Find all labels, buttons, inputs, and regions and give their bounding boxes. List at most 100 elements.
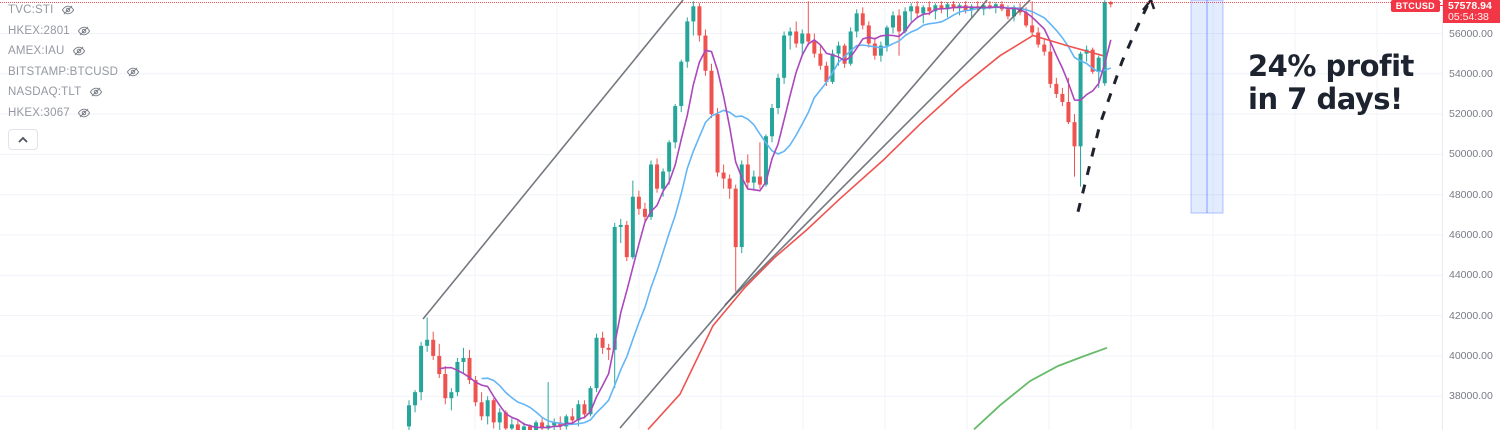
annotation-line2: in 7 days! [1248,82,1403,116]
candle-up [679,61,684,107]
candle-up [909,6,914,12]
candle-down [1108,2,1113,5]
watchlist-item[interactable]: AMEX:IAU [8,41,140,62]
candle-down [806,33,811,42]
watchlist-item[interactable]: NASDAQ:TLT [8,82,140,103]
dashed-arrow [1076,0,1152,213]
watchlist-symbol: TVC:STI [8,4,54,17]
candle-down [842,45,847,64]
candle-up [419,345,424,393]
candle-up [485,400,490,417]
eye-off-icon[interactable] [61,3,76,18]
candle-up [921,7,926,14]
current-price-line [0,2,1443,3]
candle-up [836,45,841,54]
candle-up [661,171,666,189]
watchlist-collapse-button[interactable] [8,129,38,150]
dashed-arrow-head [1142,0,1156,11]
last-price-value: 57578.94 [1448,0,1492,12]
candle-up [884,27,889,46]
candle-down [467,357,472,381]
price-tick-label: 48000.00 [1449,188,1493,201]
candle-down [606,347,611,350]
eye-off-icon[interactable] [72,44,87,59]
watchlist-item[interactable]: HKEX:3067 [8,103,140,124]
eye-off-icon[interactable] [77,105,92,120]
candle-up [564,416,569,427]
candle-down [1005,9,1010,17]
candle-up [630,196,635,258]
candle-up [576,404,581,421]
candle-up [848,31,853,64]
ma-long-line [973,346,1108,430]
price-tick-label: 38000.00 [1449,390,1493,403]
candle-up [425,339,430,346]
candle-down [443,374,448,399]
trendline [422,0,684,320]
candle-down [727,178,732,189]
price-axis[interactable]: 56000.00 54000.00 52000.00 50000.00 48000.00… [1442,0,1500,430]
candle-down [757,176,762,185]
candle-up [878,45,883,56]
candle-up [739,164,744,248]
candle-up [763,136,768,185]
candle-up [685,21,690,62]
candle-down [824,65,829,82]
annotation-line1: 24% profit [1248,49,1414,83]
candle-up [534,422,539,430]
eye-off-icon[interactable] [88,85,103,100]
chevron-up-icon [18,136,28,143]
candle-up [413,392,418,406]
candle-down [600,337,605,348]
price-tick-label: 44000.00 [1449,269,1493,282]
price-tick-label: 52000.00 [1449,108,1493,121]
candle-up [891,15,895,28]
candle-up [449,392,454,399]
candle-up [461,357,466,362]
candle-down [939,5,944,10]
candle-down [473,380,478,403]
candle-down [733,188,738,248]
eye-off-icon[interactable] [77,23,92,38]
candle-down [872,43,877,56]
candle-down [503,412,508,429]
candle-up [618,224,623,227]
candle-down [927,7,932,12]
candle-up [612,226,617,350]
eye-off-icon[interactable] [125,64,140,79]
watchlist-item[interactable]: BITSTAMP:BTCUSD [8,62,140,83]
candle-up [497,412,502,423]
watchlist-symbol: HKEX:2801 [8,24,70,37]
watchlist-item[interactable]: TVC:STI [8,0,140,21]
candle-up [751,176,756,183]
candle-down [915,6,920,14]
candle-down [1036,32,1041,45]
watchlist-item[interactable]: HKEX:2801 [8,21,140,42]
ma-fast-line [439,6,1112,429]
watchlist-symbol: AMEX:IAU [8,45,65,58]
candle-up [691,6,696,22]
candle-down [866,25,871,44]
candle-up [854,13,859,32]
candle-down [794,31,799,44]
candle-up [903,11,908,32]
candle-down [818,53,823,66]
watchlist: TVC:STI HKEX:2801 AMEX:IAU BITSTAMP:BTCU… [8,0,140,150]
candle-up [933,5,938,12]
candle-up [588,388,593,415]
candle-down [636,196,641,209]
candle-down [860,13,865,26]
price-tick-label: 42000.00 [1449,309,1493,322]
candle-up [1096,57,1101,72]
trendline [619,0,988,429]
last-price-badge: 57578.94 05:54:38 [1443,0,1500,23]
candle-up [800,33,805,44]
candle-up [993,4,998,8]
candle-down [624,224,629,258]
candle-up [667,142,672,172]
profit-annotation[interactable]: 24% profit in 7 days! [1248,50,1414,116]
candle-down [540,422,545,429]
candle-down [745,164,750,183]
ma-slow-line [647,34,1104,430]
